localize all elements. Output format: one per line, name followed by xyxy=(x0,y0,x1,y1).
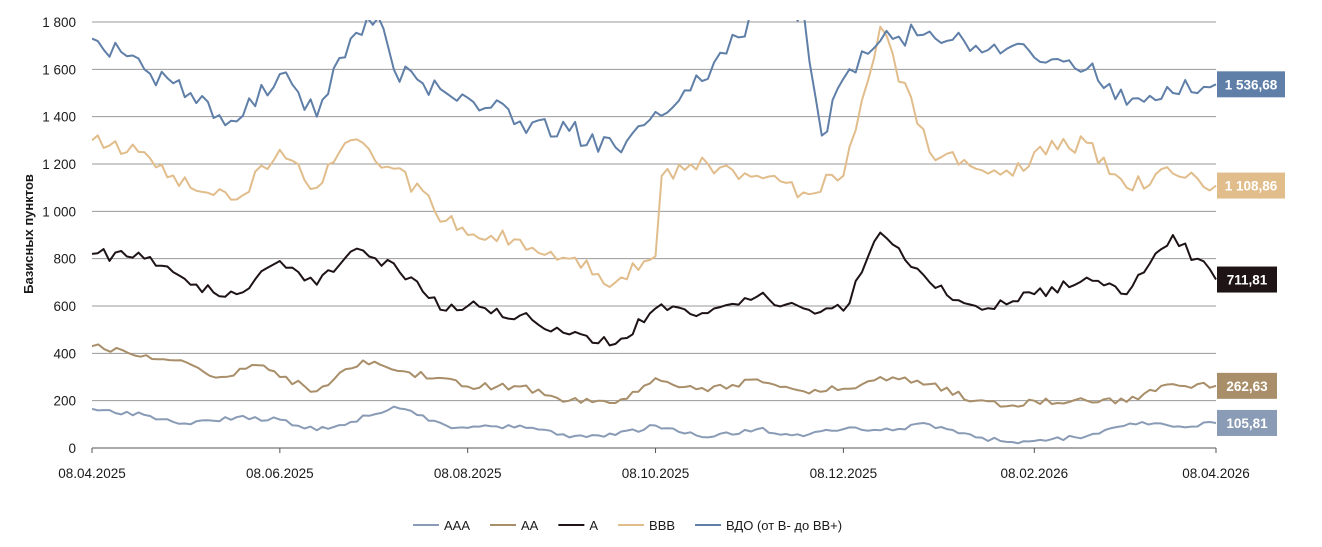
legend-label: ВДО (от B- до BB+) xyxy=(726,518,842,533)
series-line-0 xyxy=(92,405,1217,445)
end-label-box xyxy=(1217,372,1277,399)
legend-label: BBB xyxy=(649,518,675,533)
x-axis: 08.04.2025 08.06.2025 08.08.2025 08.10.2025… xyxy=(58,447,1250,481)
series-line-4 xyxy=(92,20,1217,154)
x-tick-label: 08.04.2026 xyxy=(1182,466,1250,481)
end-value-label: 1 108,86 xyxy=(1225,179,1278,194)
series-line-2 xyxy=(92,231,1217,347)
y-tick-label: 1 800 xyxy=(42,15,76,30)
y-axis-label: Базисных пунктов xyxy=(21,174,36,294)
x-tick-label: 08.04.2025 xyxy=(58,466,126,481)
series-line-1 xyxy=(92,343,1217,408)
y-tick-label: 1 200 xyxy=(42,157,76,172)
x-tick-label: 08.06.2025 xyxy=(246,466,314,481)
series-line-3 xyxy=(92,25,1217,288)
end-value-labels: 105,81 262,63 711,81 1 108,86 1 536,68 xyxy=(1217,71,1285,436)
x-tick-label: 08.12.2025 xyxy=(810,466,878,481)
end-label-box xyxy=(1217,71,1285,98)
legend: AAA AA A BBB ВДО (от B- до BB+) xyxy=(413,518,842,533)
y-tick-label: 1 400 xyxy=(42,110,76,125)
end-value-label: 711,81 xyxy=(1227,273,1268,288)
x-tick-label: 08.02.2026 xyxy=(1001,466,1069,481)
legend-label: A xyxy=(589,518,598,533)
legend-label: AAA xyxy=(444,518,470,533)
legend-label: AA xyxy=(521,518,539,533)
end-label-box xyxy=(1217,266,1277,293)
series-lines xyxy=(92,20,1217,445)
x-tick-label: 08.10.2025 xyxy=(622,466,690,481)
end-value-label: 105,81 xyxy=(1226,416,1268,431)
x-tick-label: 08.08.2025 xyxy=(434,466,502,481)
end-value-label: 262,63 xyxy=(1226,379,1268,394)
gridlines xyxy=(92,21,1216,449)
y-tick-label: 1 600 xyxy=(42,62,76,77)
y-tick-label: 600 xyxy=(53,299,76,314)
y-tick-label: 1 000 xyxy=(42,204,76,219)
end-label-box xyxy=(1217,172,1285,199)
y-tick-label: 800 xyxy=(53,252,76,267)
y-tick-label: 200 xyxy=(53,394,76,409)
y-tick-label: 0 xyxy=(68,441,76,456)
end-label-box xyxy=(1217,409,1277,436)
y-axis-ticks: 0 200 400 600 800 1 000 1 200 1 400 1 600 1 800 xyxy=(42,15,76,456)
y-tick-label: 400 xyxy=(53,346,76,361)
end-value-label: 1 536,68 xyxy=(1225,77,1278,92)
